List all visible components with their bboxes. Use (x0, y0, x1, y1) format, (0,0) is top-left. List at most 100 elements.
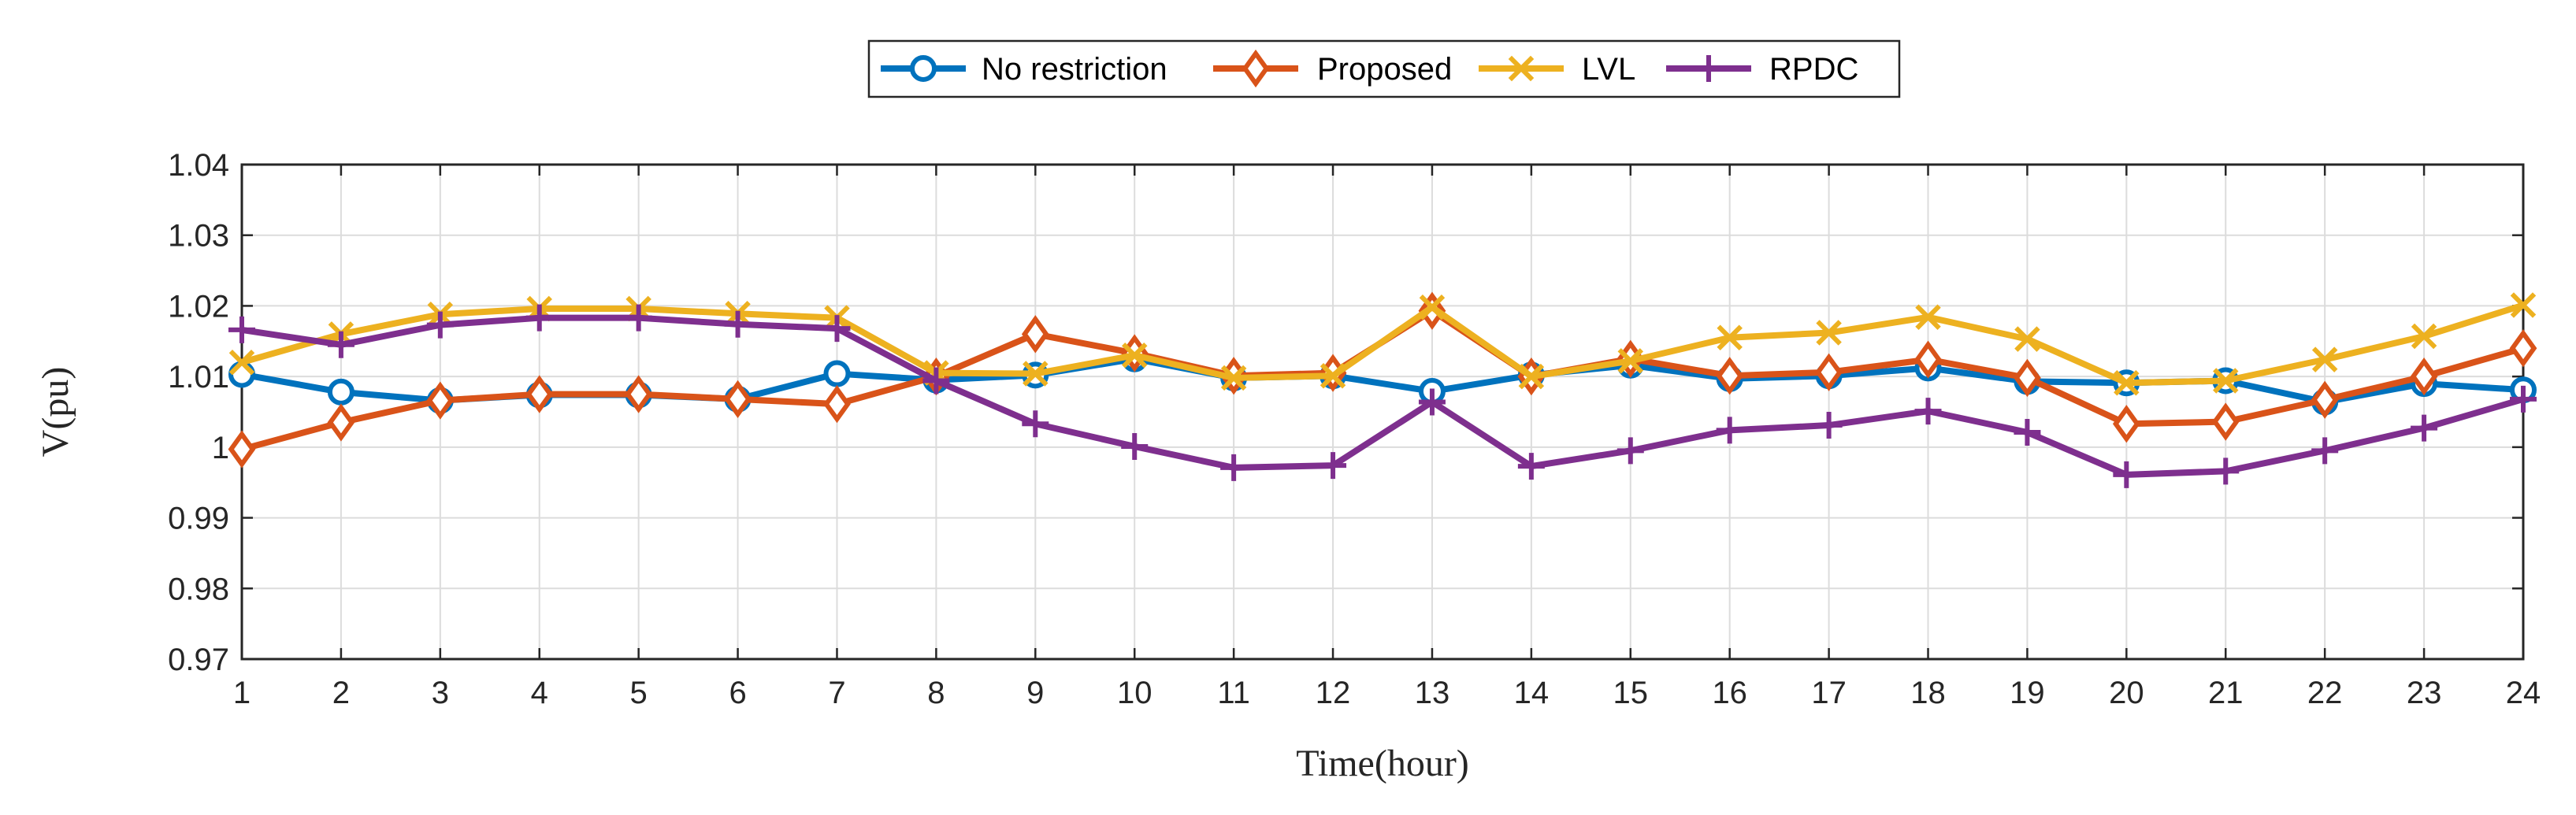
data-point (327, 378, 354, 406)
data-point (1022, 410, 1049, 438)
axis-ticks: 1 2 3 4 5 6 7 8 9 10 11 12 13 14 15 16 17 18 19 20 21 22 23 240… (168, 148, 2541, 710)
data-point (2410, 357, 2438, 396)
x-tick-label: 1 (233, 676, 251, 710)
data-point (2211, 402, 2240, 441)
series-rpdc (228, 304, 2537, 488)
data-point (1915, 304, 1941, 331)
data-point (1220, 454, 1248, 481)
data-point (525, 375, 554, 413)
x-axis-title: Time(hour) (1296, 743, 1469, 784)
data-point (2014, 419, 2041, 446)
data-point (823, 384, 851, 424)
x-tick-label: 17 (1811, 676, 1847, 710)
x-tick-label: 16 (1712, 676, 1747, 710)
x-tick-label: 6 (729, 676, 746, 710)
y-tick-label: 0.98 (168, 572, 229, 606)
data-point (2411, 414, 2438, 442)
series-line (239, 302, 2526, 387)
data-point (2112, 405, 2140, 443)
data-point (625, 304, 652, 332)
y-tick-label: 1.04 (168, 148, 229, 183)
data-point (1914, 398, 1942, 425)
series-lvl (228, 292, 2537, 396)
data-point (2311, 437, 2339, 465)
x-tick-label: 21 (2208, 676, 2244, 710)
y-tick-label: 1.02 (168, 289, 229, 324)
x-tick-label: 10 (1117, 676, 1153, 710)
data-point (228, 349, 255, 376)
data-point (1616, 437, 1644, 465)
data-point (1517, 453, 1545, 480)
data-point (2510, 292, 2537, 318)
data-point (1320, 452, 1347, 480)
data-point (2213, 368, 2239, 394)
data-point (2113, 461, 2140, 488)
data-point (1121, 342, 1148, 369)
data-point (1617, 348, 1644, 374)
legend-item: LVL (1479, 52, 1635, 87)
legend-item: RPDC (1666, 52, 1858, 87)
data-point (1815, 353, 1843, 391)
x-tick-label: 15 (1613, 676, 1649, 710)
data-point (1021, 315, 1049, 354)
y-tick-label: 1.01 (168, 360, 229, 395)
data-point (823, 315, 851, 343)
data-point (228, 316, 255, 343)
data-point (327, 403, 355, 442)
data-point (823, 360, 851, 387)
data-point (1220, 365, 1247, 391)
data-point (1023, 361, 1049, 387)
legend-swatch-marker (910, 55, 937, 82)
grid (241, 164, 2524, 660)
data-point (426, 381, 455, 420)
data-point (2311, 346, 2338, 372)
x-tick-label: 22 (2307, 676, 2343, 710)
x-tick-label: 7 (828, 676, 845, 710)
data-point (2114, 369, 2140, 396)
plot-area-frame (240, 163, 2525, 661)
data-point (426, 311, 454, 339)
data-point (1914, 340, 1942, 379)
x-tick-label: 23 (2407, 676, 2442, 710)
x-tick-label: 18 (1910, 676, 1946, 710)
data-point (1717, 324, 1743, 351)
data-point (2510, 385, 2537, 413)
data-point (1815, 412, 1843, 439)
data-point (1716, 417, 1743, 444)
y-tick-label: 0.99 (168, 502, 229, 536)
x-tick-label: 3 (432, 676, 449, 710)
legend-label: RPDC (1769, 52, 1858, 87)
x-tick-label: 11 (1217, 676, 1250, 710)
x-tick-label: 4 (531, 676, 548, 710)
data-point (1816, 320, 1842, 346)
x-tick-label: 2 (332, 676, 350, 710)
data-point (1716, 357, 1744, 395)
legend: No restriction Proposed LVL RPDC (867, 39, 1901, 98)
data-point (2311, 380, 2339, 419)
legend-item: Proposed (1213, 49, 1452, 88)
x-tick-label: 8 (927, 676, 945, 710)
data-point (1320, 363, 1346, 389)
data-point (327, 331, 354, 358)
y-tick-label: 0.97 (168, 643, 229, 677)
x-tick-label: 13 (1415, 676, 1450, 710)
x-tick-label: 14 (1514, 676, 1550, 710)
x-tick-label: 9 (1026, 676, 1044, 710)
data-point (228, 430, 256, 469)
data-point (2411, 323, 2437, 350)
data-point (2509, 329, 2537, 368)
x-tick-label: 19 (2010, 676, 2045, 710)
data-point (1518, 363, 1545, 390)
data-point (2014, 326, 2040, 352)
data-point (228, 361, 255, 388)
legend-label: Proposed (1317, 52, 1452, 87)
y-tick-label: 1.03 (168, 219, 229, 254)
data-point (1121, 432, 1149, 460)
x-tick-label: 5 (630, 676, 648, 710)
data-point (2014, 358, 2041, 398)
legend-label: No restriction (982, 52, 1167, 87)
data-point (922, 367, 950, 395)
series-group (228, 291, 2537, 488)
data-point (2212, 458, 2240, 485)
